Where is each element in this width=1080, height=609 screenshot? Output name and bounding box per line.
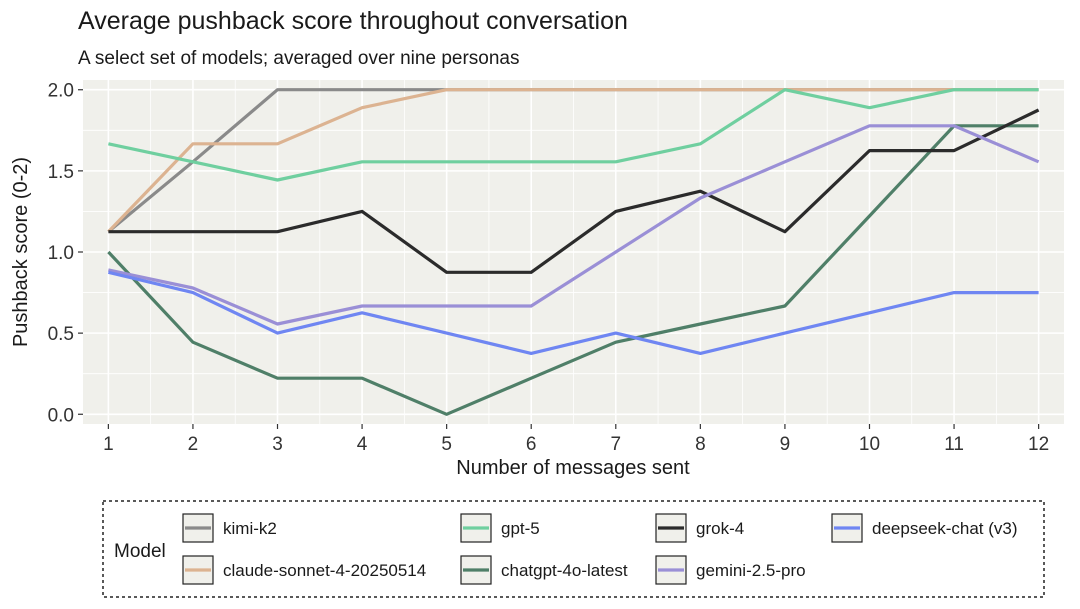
series-line-grok-4 [108,108,1040,274]
y-tick-label: 0.5 [48,324,74,345]
y-axis-ticks: 0.0 0.5 1.0 1.5 2.0 [48,81,83,426]
x-axis-ticks: 1 2 3 4 5 6 7 8 9 10 11 12 [103,424,1049,455]
series-line-gpt-5 [108,88,1039,182]
x-tick-label: 7 [610,434,621,455]
x-tick-label: 10 [859,434,880,455]
y-axis-title: Pushback score (0-2) [10,157,32,347]
legend-item-gemini-2-5-pro: gemini-2.5-pro [655,555,806,585]
legend-label: grok-4 [696,519,744,538]
series-line-claude-sonnet-4-20250514 [107,88,1039,233]
x-tick-label: 3 [272,434,283,455]
series-line-chatgpt-4o-latest [107,124,1039,416]
legend-box [102,500,1045,598]
y-tick-label: 1.0 [48,243,74,264]
chart-title: Average pushback score throughout conver… [78,7,628,35]
legend-label: claude-sonnet-4-20250514 [223,561,426,580]
legend-label: gemini-2.5-pro [696,561,806,580]
legend-item-kimi-k2: kimi-k2 [182,513,277,543]
legend-item-grok-4: grok-4 [655,513,744,543]
x-tick-label: 2 [188,434,199,455]
x-axis-title: Number of messages sent [456,457,690,479]
legend-item-gpt-5: gpt-5 [460,513,540,543]
series-line-gemini-2-5-pro [108,124,1040,326]
x-tick-label: 11 [944,434,964,455]
x-tick-label: 12 [1028,434,1049,455]
x-tick-label: 9 [780,434,791,455]
x-tick-label: 8 [695,434,706,455]
y-tick-label: 1.5 [48,162,74,183]
chart-subtitle: A select set of models; averaged over ni… [78,48,519,69]
legend-label: kimi-k2 [223,519,277,538]
series-line-deepseek-chat-v3- [108,270,1039,355]
legend-label: gpt-5 [501,519,540,538]
legend-item-deepseek-chat-v3-: deepseek-chat (v3) [831,513,1018,543]
legend-label: deepseek-chat (v3) [872,519,1018,538]
legend: kimi-k2 claude-sonnet-4-20250514 gpt-5 chat… [182,513,1018,585]
legend-item-chatgpt-4o-latest: chatgpt-4o-latest [460,555,628,585]
legend-label: chatgpt-4o-latest [501,561,628,580]
y-tick-label: 0.0 [48,405,74,426]
x-tick-label: 6 [526,434,537,455]
x-tick-label: 5 [441,434,452,455]
y-tick-label: 2.0 [48,81,74,102]
series-lines [107,88,1040,416]
x-tick-label: 1 [103,434,114,455]
legend-item-claude-sonnet-4-20250514: claude-sonnet-4-20250514 [182,555,426,585]
legend-title: Model [114,541,166,562]
x-tick-label: 4 [357,434,368,455]
